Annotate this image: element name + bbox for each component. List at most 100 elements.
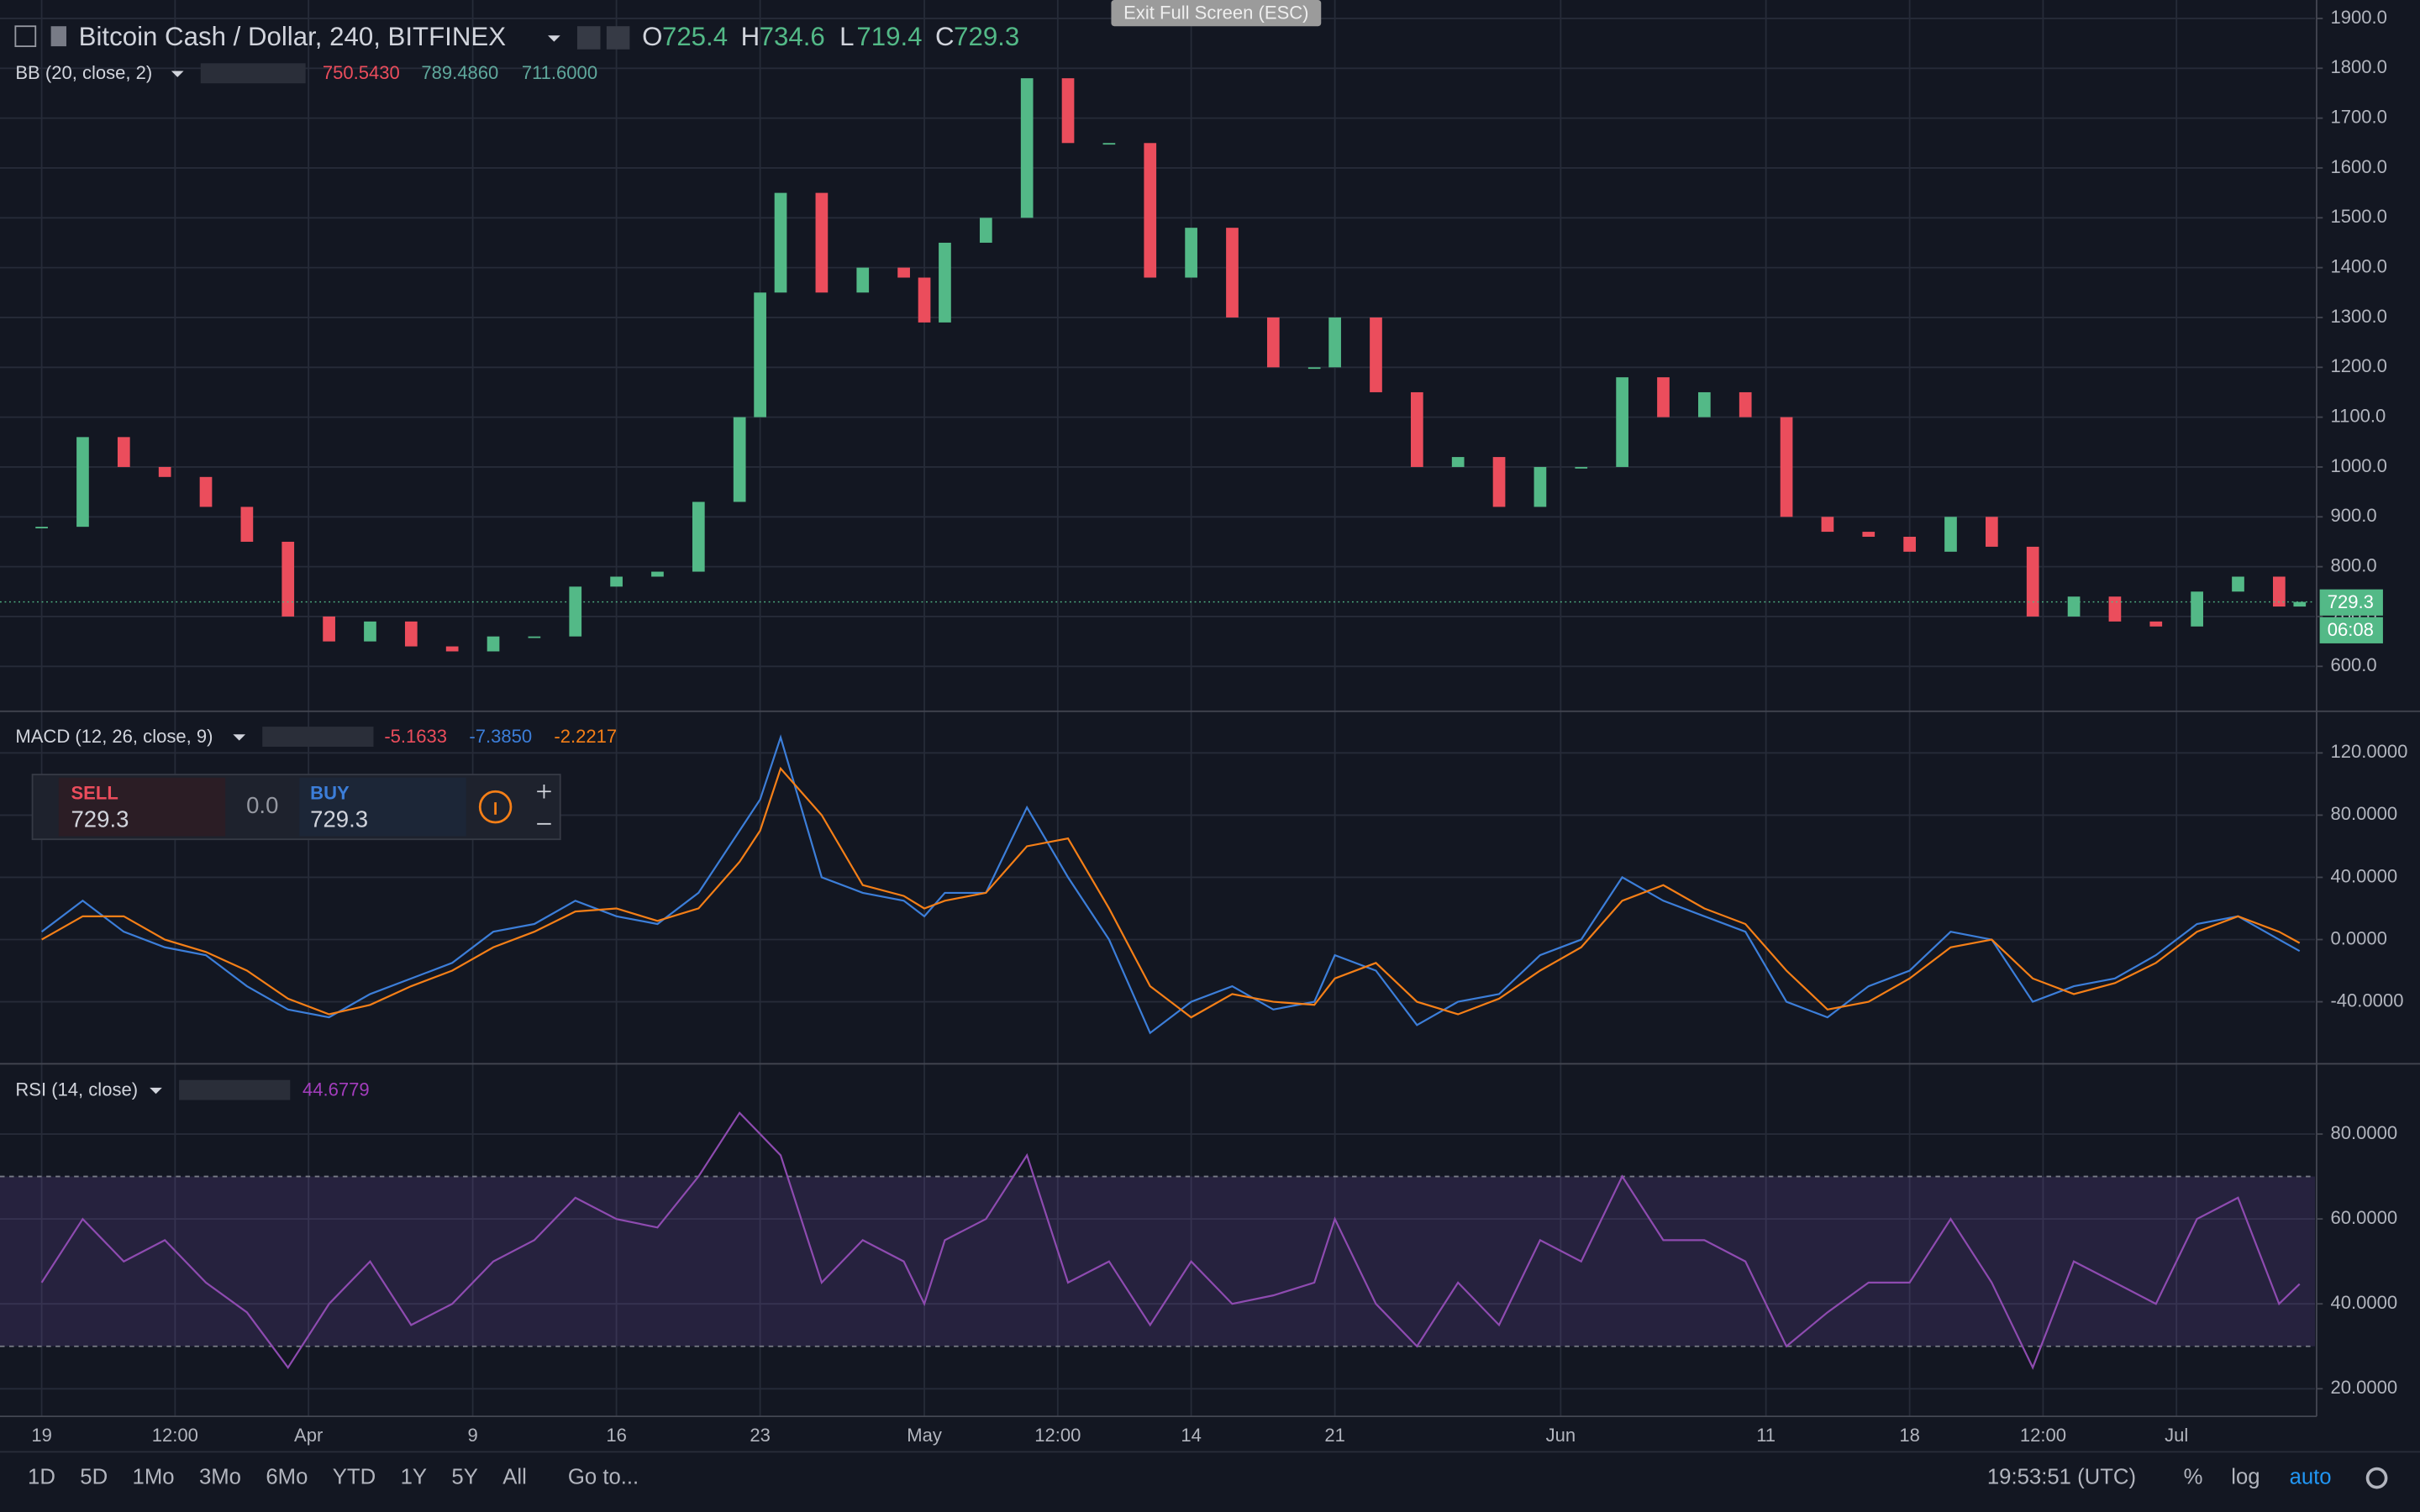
- candle: [856, 267, 870, 293]
- indicator-buttons[interactable]: [179, 1079, 291, 1100]
- indicator-value: -7.3850: [469, 726, 532, 747]
- x-tick-label: 11: [1756, 1425, 1776, 1446]
- buy-price[interactable]: 729.3: [310, 806, 368, 832]
- candle: [1985, 517, 1998, 547]
- indicator-name[interactable]: RSI (14, close): [15, 1079, 138, 1100]
- range-button[interactable]: All: [502, 1465, 527, 1488]
- dropdown[interactable]: [150, 1087, 162, 1095]
- candle: [1739, 391, 1752, 417]
- range-button[interactable]: YTD: [333, 1465, 376, 1488]
- log-toggle[interactable]: log: [2231, 1465, 2260, 1488]
- candle: [918, 277, 931, 323]
- last-price-tag: [2319, 589, 2383, 616]
- indicator-buttons[interactable]: [200, 63, 306, 84]
- dropdown[interactable]: [233, 734, 246, 741]
- dropdown[interactable]: [171, 71, 184, 77]
- y-tick-label: 1600.0: [2330, 156, 2386, 177]
- exit-fullscreen-button[interactable]: [1111, 0, 1322, 27]
- range-button[interactable]: 5D: [80, 1465, 108, 1488]
- ohlc-label: H: [741, 22, 760, 51]
- candle: [754, 292, 766, 417]
- bottom-toolbar: [0, 1452, 2420, 1512]
- candle: [35, 527, 48, 528]
- ohlc-label: L: [839, 22, 854, 51]
- candle: [1451, 457, 1465, 467]
- buy-button[interactable]: [299, 777, 466, 837]
- candle: [569, 586, 582, 637]
- candle: [240, 507, 254, 542]
- y-tick-label: 80.0000: [2330, 1122, 2397, 1143]
- y-tick-label: 800.0: [2330, 554, 2376, 575]
- x-tick-label: 19: [31, 1425, 52, 1446]
- x-tick-label: 9: [467, 1425, 477, 1446]
- ohlc-label: C: [935, 22, 955, 51]
- candle: [364, 621, 376, 642]
- candle: [1492, 457, 1506, 507]
- y-tick-label: 1400.0: [2330, 255, 2386, 276]
- indicator-value: 44.6779: [302, 1079, 370, 1100]
- countdown: 06:08: [2328, 619, 2374, 640]
- y-tick-label: 1800.0: [2330, 56, 2386, 77]
- x-tick-label: Jul: [2165, 1425, 2188, 1446]
- candle: [1575, 466, 1588, 469]
- buy-label[interactable]: BUY: [310, 783, 350, 804]
- auto-toggle[interactable]: auto: [2290, 1465, 2332, 1488]
- goto-button[interactable]: Go to...: [568, 1465, 639, 1488]
- range-button[interactable]: 6Mo: [266, 1465, 308, 1488]
- indicator-line: [40, 734, 2301, 1035]
- candle: [1370, 317, 1382, 392]
- candle: [487, 636, 500, 652]
- info-button[interactable]: [478, 790, 513, 824]
- indicator-name[interactable]: MACD (12, 26, close, 9): [15, 726, 213, 747]
- candle: [733, 417, 746, 502]
- collapse-button[interactable]: [14, 25, 37, 48]
- indicator-line: [41, 766, 2301, 1019]
- y-tick-label: 1100.0: [2330, 405, 2386, 426]
- icon-button[interactable]: [606, 26, 630, 50]
- settings-button[interactable]: [2365, 1467, 2388, 1489]
- symbol-dropdown[interactable]: [548, 35, 560, 42]
- y-tick-label: 120.0000: [2330, 741, 2407, 762]
- candle: [1534, 466, 1547, 507]
- percent-toggle[interactable]: %: [2184, 1465, 2203, 1488]
- candle: [445, 646, 459, 652]
- candle: [404, 621, 418, 647]
- range-button[interactable]: 1D: [28, 1465, 55, 1488]
- y-tick-label: 1500.0: [2330, 206, 2386, 227]
- range-button[interactable]: 1Y: [401, 1465, 427, 1488]
- clock: 19:53:51 (UTC): [1987, 1465, 2136, 1488]
- symbol-title[interactable]: Bitcoin Cash / Dollar, 240, BITFINEX: [79, 22, 507, 51]
- x-tick-label: 12:00: [2020, 1425, 2066, 1446]
- candle: [939, 242, 951, 323]
- indicator-name[interactable]: BB (20, close, 2): [15, 62, 152, 83]
- y-tick-label: -40.0000: [2330, 990, 2403, 1011]
- flag-icon[interactable]: [50, 26, 66, 47]
- range-button[interactable]: 3Mo: [199, 1465, 241, 1488]
- x-tick-label: 16: [606, 1425, 627, 1446]
- candle: [2067, 596, 2081, 617]
- x-tick-label: Jun: [1546, 1425, 1576, 1446]
- range-button[interactable]: 5Y: [451, 1465, 477, 1488]
- candle: [1903, 537, 1916, 552]
- candle: [1328, 317, 1341, 368]
- quantity-buttons[interactable]: [537, 784, 551, 825]
- y-tick-label: 1200.0: [2330, 355, 2386, 376]
- candle: [199, 476, 213, 507]
- countdown-tag: [2319, 617, 2383, 643]
- sell-price[interactable]: 729.3: [71, 806, 129, 832]
- exit-fullscreen-label[interactable]: Exit Full Screen (ESC): [1123, 2, 1308, 23]
- y-tick-label: 40.0000: [2330, 865, 2397, 886]
- icon-button[interactable]: [576, 26, 601, 50]
- indicator-buttons[interactable]: [262, 727, 374, 747]
- candle: [651, 571, 664, 577]
- sell-label[interactable]: SELL: [71, 783, 118, 804]
- candle: [692, 501, 705, 572]
- ohlc-value: 734.6: [760, 22, 825, 51]
- range-button[interactable]: 1Mo: [133, 1465, 175, 1488]
- sell-button[interactable]: [58, 777, 226, 837]
- candle: [1144, 143, 1157, 278]
- candle: [2026, 546, 2039, 617]
- candle: [610, 576, 623, 587]
- ohlc-value: 729.3: [954, 22, 1019, 51]
